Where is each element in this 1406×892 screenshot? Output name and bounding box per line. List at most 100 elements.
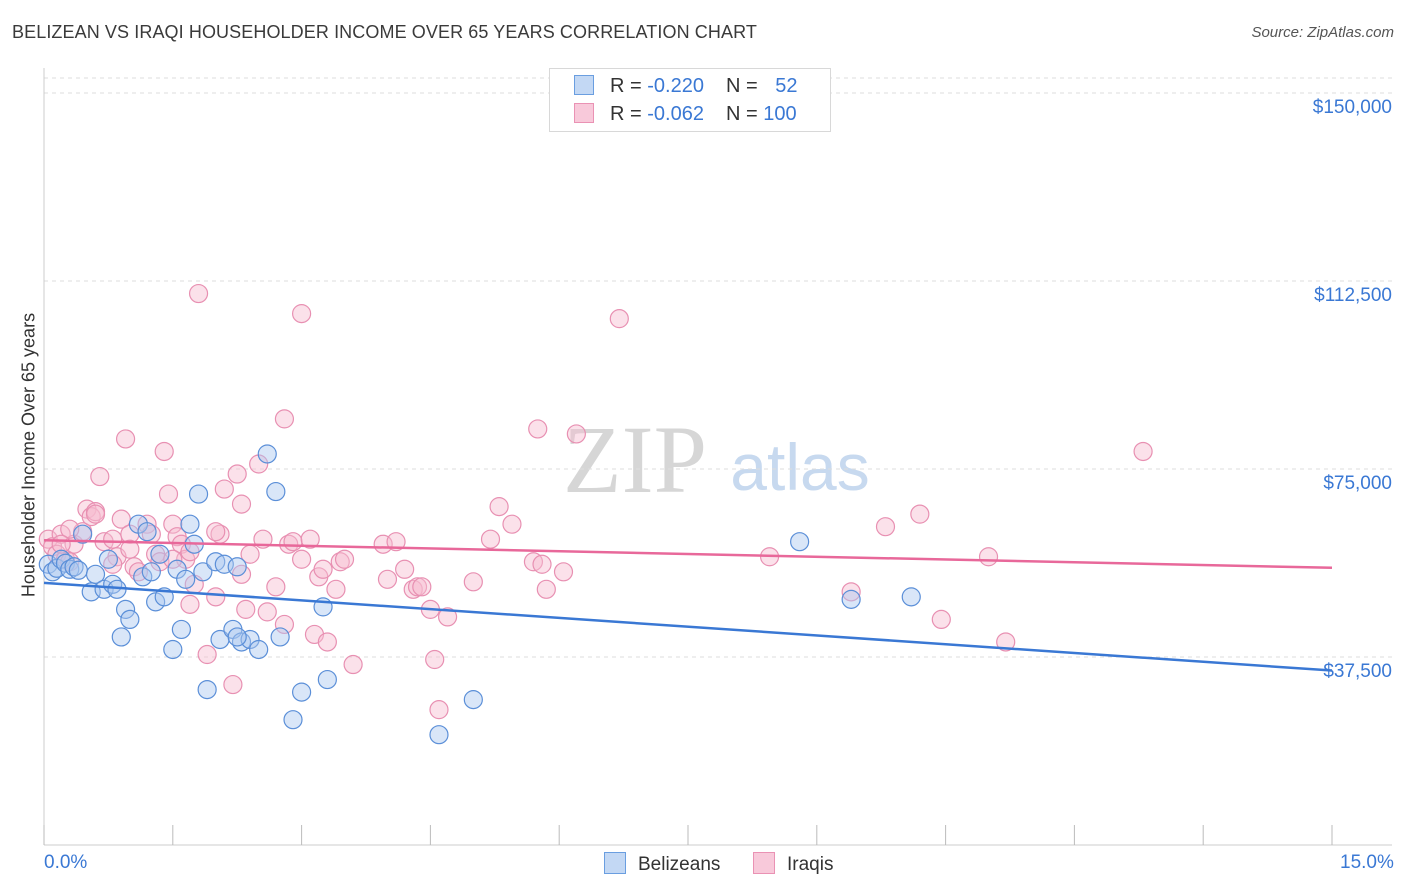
point-belizean [790,532,810,552]
legend-swatch-blue [604,852,626,874]
point-belizean [141,562,161,582]
point-iraqi [996,632,1016,652]
point-belizean [266,481,286,502]
x-tick-label-min: 0.0% [44,852,88,873]
point-belizean [171,619,191,640]
point-iraqi [85,504,106,524]
point-belizean [292,682,312,702]
point-iraqi [158,484,179,504]
point-belizean [841,589,861,609]
point-belizean [429,725,449,745]
point-iraqi [343,654,363,675]
point-belizean [150,544,170,564]
trend-lines [43,538,1333,672]
point-belizean [180,514,200,534]
point-iraqi [463,572,483,592]
point-iraqi [326,579,346,599]
point-belizean [137,522,157,542]
point-belizean [111,627,131,647]
point-iraqi [978,547,999,567]
correlation-legend: R = -0.220 N = 52 R = -0.062 N = 100 [549,68,831,132]
watermark: ZIP atlas [563,406,870,513]
point-iraqi [197,644,217,665]
point-iraqi [386,532,406,552]
point-belizean [463,690,483,710]
y-tick-labels: $37,500 $75,000 $112,500 $150,000 [1313,97,1392,682]
point-iraqi [206,587,226,607]
legend-swatch-pink [574,103,594,123]
point-belizean [249,639,269,660]
legend-item-belizeans[interactable]: Belizeans [604,852,720,876]
point-belizean [98,549,119,569]
point-iraqi [180,594,200,614]
point-belizean [188,484,209,504]
point-iraqi [437,607,458,627]
point-iraqi [313,559,333,579]
y-tick-label: $75,000 [1323,473,1392,494]
point-iraqi [334,549,355,569]
point-iraqi [317,632,337,652]
legend-row-belizeans: R = -0.220 N = 52 [574,75,797,97]
point-iraqi [283,532,303,552]
point-iraqi [528,419,548,439]
point-iraqi [395,559,415,579]
legend-item-iraqis[interactable]: Iraqis [753,852,833,876]
point-iraqi [377,569,398,589]
y-tick-label: $112,500 [1314,285,1392,306]
point-iraqi [266,577,286,597]
watermark-atlas: atlas [730,430,869,504]
point-iraqi [163,549,183,569]
point-belizean [176,569,196,589]
point-iraqi [292,304,312,324]
point-belizean [257,444,277,464]
point-iraqi [103,529,123,549]
point-iraqi [553,562,574,582]
point-iraqi [489,497,509,517]
point-iraqi [231,494,252,514]
chart-title: BELIZEAN VS IRAQI HOUSEHOLDER INCOME OVE… [12,22,757,42]
trend-line-iraqis [43,538,1333,570]
point-iraqi [841,582,861,602]
point-iraqi [257,602,277,622]
point-iraqi [223,674,243,695]
point-iraqi [227,464,247,484]
legend-n-value: 52 [775,75,798,97]
point-belizean [227,627,247,647]
point-iraqi [412,577,432,597]
point-iraqi [292,549,312,569]
point-iraqi [115,429,136,449]
point-iraqi [300,529,320,549]
point-iraqi [274,409,295,429]
point-belizean [163,639,183,660]
legend-r-value: -0.062 [647,103,704,125]
legend-label-belizeans: Belizeans [638,854,721,875]
point-belizean [270,627,290,647]
legend-n-value: 100 [763,103,797,125]
point-iraqi [910,504,930,524]
point-belizean [68,560,88,580]
y-axis-label: Householder Income Over 65 years [18,312,39,598]
point-belizean [197,679,217,700]
point-belizean [115,599,136,619]
point-belizean [193,562,213,582]
point-iraqi [566,424,586,444]
point-belizean [85,564,106,584]
point-iraqi [875,517,896,537]
legend-swatch-pink [753,852,775,874]
point-iraqi [407,577,428,597]
point-belizean [317,669,337,690]
point-iraqi [532,554,552,574]
legend-r-label: R = [610,75,648,97]
legend-r-label: R = [610,103,648,125]
point-iraqi [206,522,226,542]
point-iraqi [609,309,629,329]
axes [43,68,1392,846]
trend-line-belizeans [43,581,1333,672]
legend-n-label: N = [725,103,764,125]
point-iraqi [480,529,501,549]
legend-label-iraqis: Iraqis [787,854,834,875]
legend-swatch-blue [574,75,594,95]
y-tick-label: $37,500 [1323,661,1392,682]
point-iraqi [154,441,174,462]
